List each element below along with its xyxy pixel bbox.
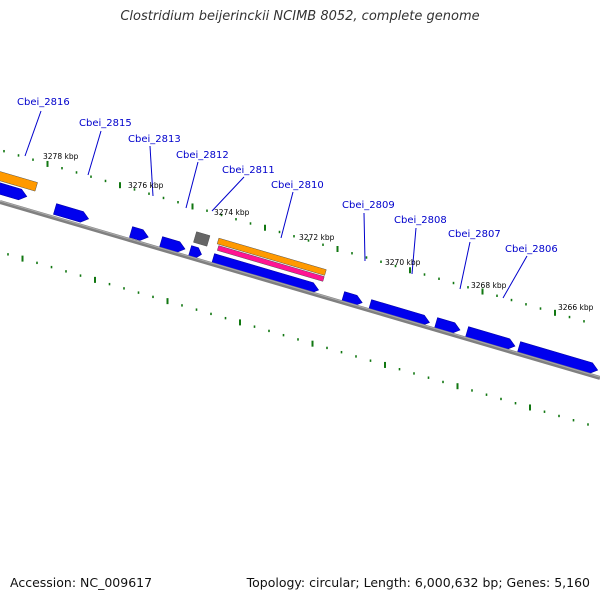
- tick-track-outer: [3, 149, 585, 323]
- callout-line: [502, 255, 528, 299]
- gene-label: Cbei_2813: [128, 134, 181, 145]
- gene-label: Cbei_2807: [448, 229, 501, 240]
- feature-track: [0, 170, 599, 374]
- gene-label: Cbei_2811: [222, 165, 275, 176]
- gene-label: Cbei_2815: [79, 118, 132, 129]
- genome-backbone: [0, 200, 600, 380]
- orange-feature: [0, 170, 38, 192]
- kbp-label: 3266 kbp: [558, 303, 594, 312]
- gene-label: Cbei_2809: [342, 200, 395, 211]
- callout-line: [459, 241, 471, 290]
- orange-feature: [216, 237, 327, 276]
- callout-line: [280, 191, 294, 239]
- gene-arrow: [53, 203, 90, 223]
- callout-line: [87, 130, 102, 176]
- gene-arrow: [465, 326, 516, 350]
- gene-label: Cbei_2816: [17, 97, 70, 108]
- kbp-label: 3272 kbp: [299, 233, 335, 242]
- kbp-label: 3274 kbp: [214, 208, 250, 217]
- gene-arrow: [129, 226, 149, 241]
- kbp-labels: 3278 kbp 3276 kbp 3274 kbp 3272 kbp 3270 kbp…: [43, 152, 594, 312]
- gene-arrow: [188, 245, 202, 259]
- kbp-label: 3270 kbp: [385, 258, 421, 267]
- callout-line: [185, 161, 199, 209]
- callout-line: [363, 212, 366, 262]
- gene-label: Cbei_2808: [394, 215, 447, 226]
- gene-arrow: [517, 341, 599, 374]
- gene-label: Cbei_2806: [505, 244, 558, 255]
- map-title: Clostridium beijerinckii NCIMB 8052, com…: [120, 9, 480, 24]
- genome-backbone-highlight: [0, 200, 600, 378]
- callout-line: [411, 227, 417, 275]
- callout-line: [24, 110, 42, 157]
- kbp-label: 3278 kbp: [43, 152, 79, 161]
- gene-arrow: [0, 182, 28, 201]
- gene-label: Cbei_2812: [176, 150, 229, 161]
- gene-label: Cbei_2810: [271, 180, 324, 191]
- tick-track-inner: [7, 253, 589, 426]
- gene-arrow: [159, 236, 186, 253]
- accession-label: Accession: NC_009617: [10, 575, 153, 590]
- genome-summary: Topology: circular; Length: 6,000,632 bp…: [246, 575, 590, 590]
- callout-line: [149, 145, 154, 197]
- gray-feature: [193, 231, 211, 247]
- pink-feature: [217, 245, 325, 282]
- callout-line: [211, 176, 245, 212]
- gene-callouts: Cbei_2816 Cbei_2815 Cbei_2813 Cbei_2812 Cbei…: [17, 97, 558, 299]
- kbp-label: 3276 kbp: [128, 181, 164, 190]
- kbp-label: 3268 kbp: [471, 281, 507, 290]
